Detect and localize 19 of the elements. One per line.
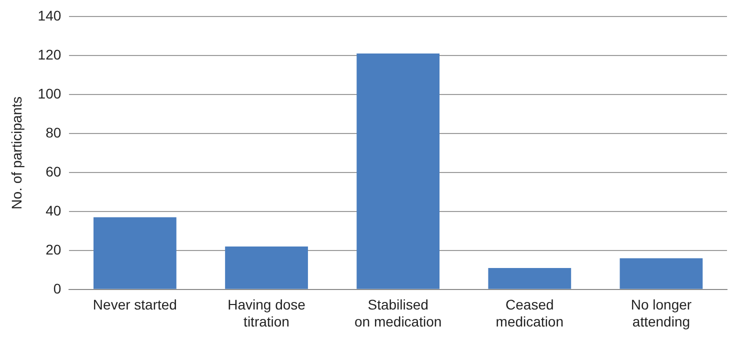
x-tick-label: Stabilised on medication [354, 296, 442, 330]
y-tick-label: 140 [38, 7, 62, 24]
y-tick-label: 60 [46, 163, 62, 180]
y-tick-label: 120 [38, 46, 62, 62]
bar [356, 53, 440, 289]
x-tick-label: Ceased medication [496, 296, 564, 330]
bar [225, 246, 308, 289]
y-tick-label: 20 [46, 241, 62, 258]
bar [488, 268, 572, 289]
x-tick-label: No longer attending [630, 296, 692, 330]
x-tick-label: Having dose titration [228, 296, 306, 330]
y-tick-label: 40 [46, 202, 62, 218]
y-axis-title: No. of participants [8, 96, 24, 210]
y-tick-label: 0 [53, 280, 62, 296]
y-tick-label: 100 [38, 85, 62, 102]
x-tick-label: Never started [92, 296, 177, 313]
bar [620, 258, 703, 289]
bar [94, 217, 176, 289]
y-tick-label: 80 [46, 124, 62, 140]
